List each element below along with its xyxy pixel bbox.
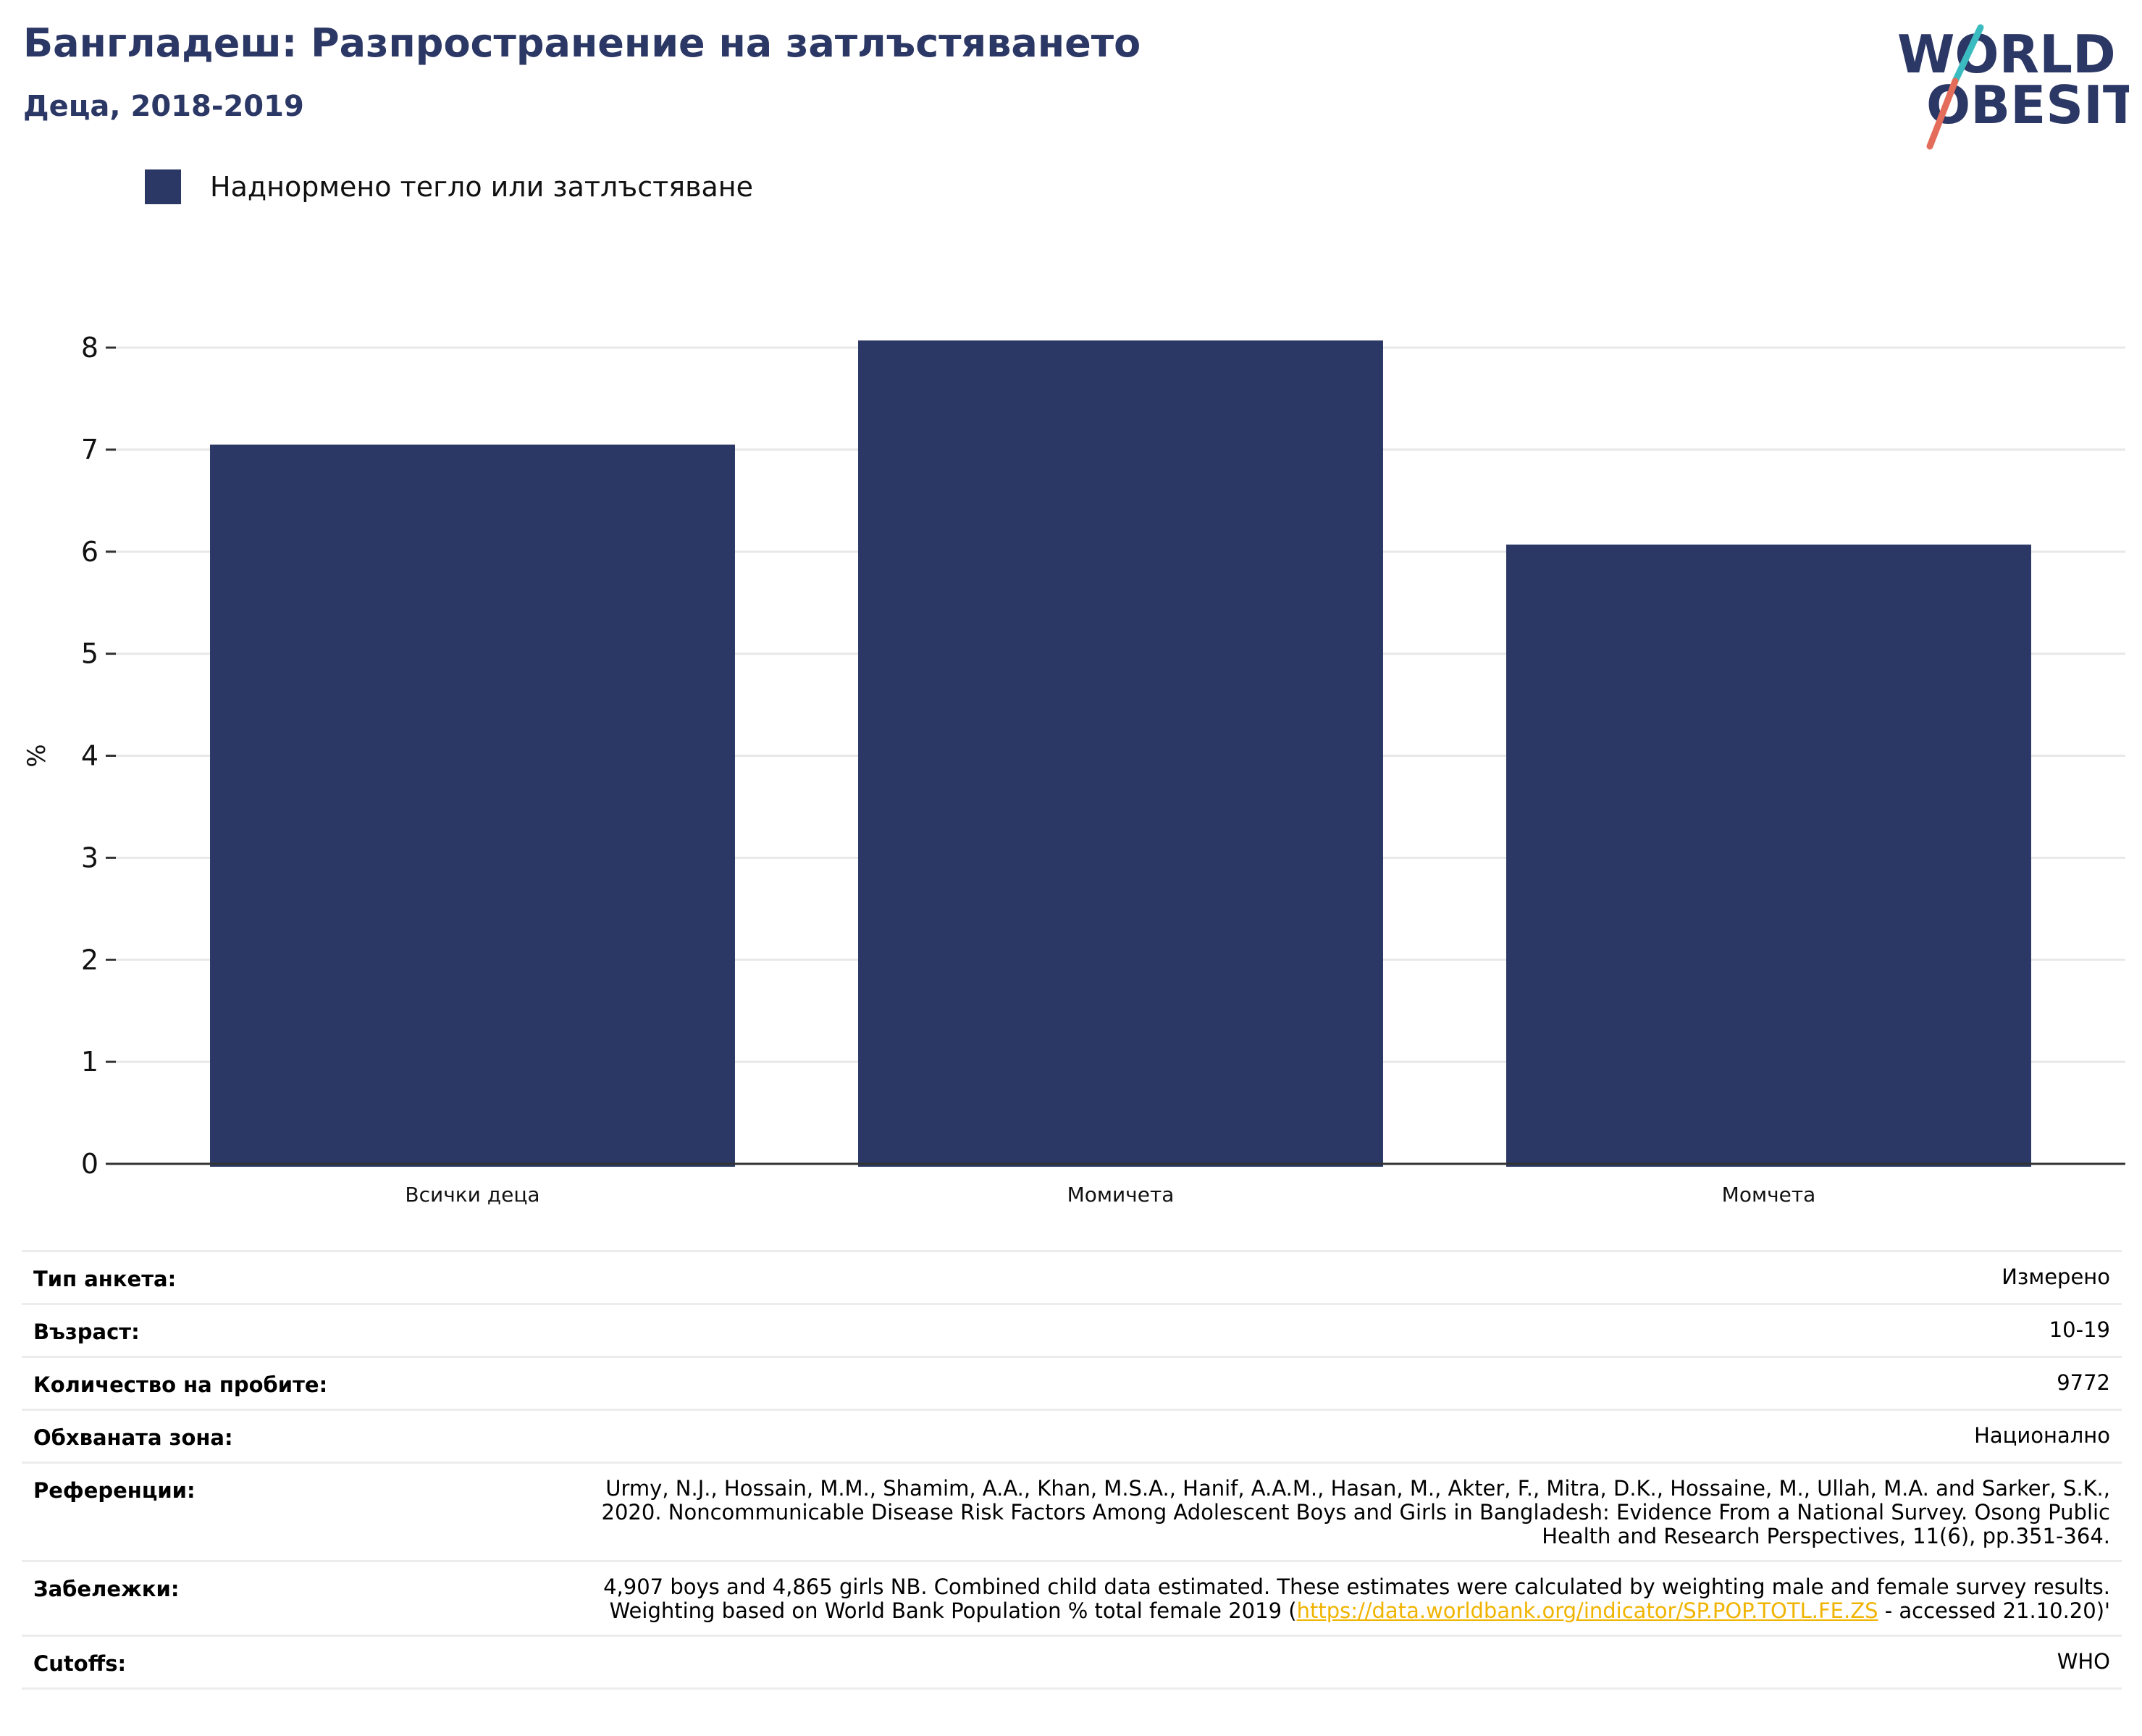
- logo-line2: OBESITY: [1926, 75, 2129, 135]
- x-tick-label: Момичета: [1067, 1183, 1175, 1207]
- meta-row-sample-size: Количество на пробите: 9772: [22, 1356, 2122, 1409]
- logo-line1: WORLD: [1897, 24, 2116, 85]
- meta-row-area-covered: Обхваната зона: Национално: [22, 1409, 2122, 1462]
- bars: [210, 340, 2031, 1167]
- meta-label: Забележки:: [33, 1577, 180, 1601]
- meta-label: Обхваната зона:: [33, 1425, 233, 1450]
- logo-slash-coral: [1926, 77, 1959, 150]
- legend-label: Наднормено тегло или затлъстяване: [210, 171, 753, 203]
- notes-text-post: - accessed 21.10.20)': [1878, 1598, 2110, 1623]
- y-tick-label: 3: [81, 842, 98, 873]
- bar: [210, 444, 735, 1167]
- chart-title: Бангладеш: Разпространение на затлъстява…: [23, 20, 1141, 66]
- bar: [858, 340, 1383, 1167]
- y-tick-label: 8: [81, 332, 98, 364]
- meta-value: 10-19: [2049, 1317, 2110, 1342]
- meta-value: Национално: [1974, 1423, 2110, 1448]
- meta-value: WHO: [2057, 1649, 2110, 1674]
- meta-label: Тип анкета:: [33, 1267, 177, 1291]
- y-tick-label: 2: [81, 944, 98, 976]
- meta-row-references: Референции: Urmy, N.J., Hossain, M.M., S…: [22, 1462, 2122, 1560]
- logo-graphic: WORLD OBESITY: [1897, 24, 2142, 150]
- y-tick-label: 5: [81, 638, 98, 670]
- x-tick-label: Всички деца: [405, 1183, 539, 1207]
- y-tick-label: 7: [81, 434, 98, 466]
- chart-subtitle: Деца, 2018-2019: [23, 90, 304, 123]
- y-tick-label: 1: [81, 1046, 98, 1078]
- meta-label: Възраст:: [33, 1320, 140, 1344]
- meta-row-survey-type: Тип анкета: Измерено: [22, 1250, 2122, 1303]
- logo-slash-teal: [1952, 24, 1984, 85]
- axes: 0 1 2 3 4 5 6 7 8 Всички деца Момичета Момчета: [81, 332, 2125, 1207]
- x-tick-label: Момчета: [1722, 1183, 1816, 1207]
- meta-row-cutoffs: Cutoffs: WHO: [22, 1635, 2122, 1690]
- legend: Наднормено тегло или затлъстяване: [145, 169, 753, 204]
- worldbank-link[interactable]: https://data.worldbank.org/indicator/SP.…: [1296, 1598, 1878, 1623]
- meta-label: Референции:: [33, 1478, 196, 1503]
- meta-row-age: Възраст: 10-19: [22, 1303, 2122, 1356]
- world-obesity-logo: WORLD OBESITY: [1883, 22, 2142, 152]
- bar: [1506, 544, 2031, 1167]
- bar-chart: 0 1 2 3 4 5 6 7 8 Всички деца Момичета Момчета %: [22, 332, 2125, 1207]
- y-tick-label: 6: [81, 536, 98, 568]
- meta-label: Количество на пробите:: [33, 1372, 328, 1397]
- meta-value: 9772: [2057, 1370, 2110, 1395]
- y-tick-label: 4: [81, 740, 98, 772]
- meta-value: Urmy, N.J., Hossain, M.M., Shamim, A.A.,…: [601, 1476, 2110, 1548]
- meta-row-notes: Забележки: 4,907 boys and 4,865 girls NB…: [22, 1560, 2122, 1635]
- y-tick-label: 0: [81, 1148, 98, 1180]
- y-axis-label: %: [22, 744, 51, 767]
- meta-value: 4,907 boys and 4,865 girls NB. Combined …: [589, 1575, 2110, 1623]
- metadata-table: Тип анкета: Измерено Възраст: 10-19 Коли…: [22, 1250, 2122, 1690]
- legend-swatch: [145, 169, 181, 204]
- meta-value: Измерено: [2002, 1265, 2110, 1289]
- meta-label: Cutoffs:: [33, 1651, 127, 1676]
- notes-text-pre: 4,907 boys and 4,865 girls NB. Combined …: [603, 1574, 2110, 1623]
